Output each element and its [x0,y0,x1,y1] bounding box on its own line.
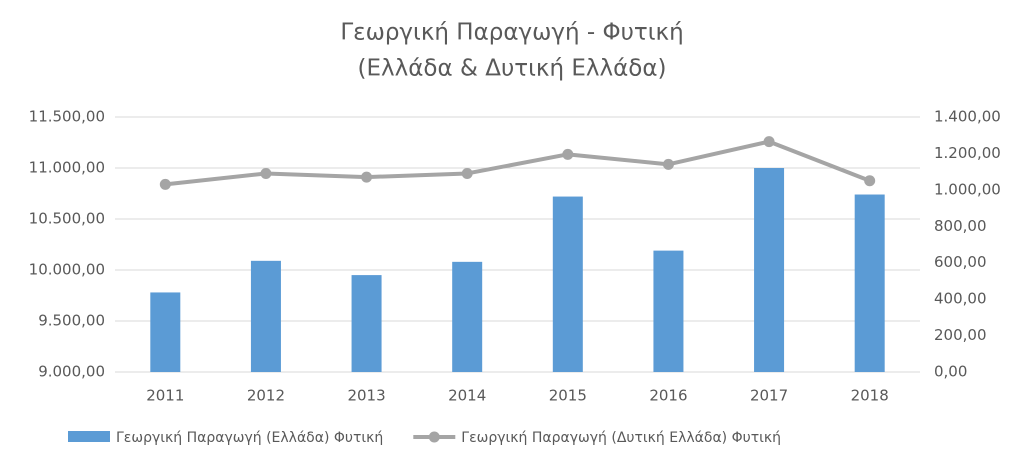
legend-swatch [428,431,440,443]
y-tick-label: 9.500,00 [38,312,105,330]
y2-tick-label: 600,00 [934,253,987,271]
legend-swatch [68,431,110,442]
y2-tick-label: 1.400,00 [934,108,1001,126]
bar [150,292,181,372]
bar [552,196,583,372]
bar [452,261,483,372]
x-tick-label: 2013 [347,387,385,405]
x-tick-label: 2016 [649,387,687,405]
line-marker [763,136,775,148]
chart-title: Γεωργική Παραγωγή - Φυτική [340,20,683,46]
bar [653,250,684,372]
x-tick-label: 2015 [549,387,587,405]
y2-tick-label: 800,00 [934,217,987,235]
x-tick-label: 2017 [750,387,788,405]
y2-tick-label: 0,00 [934,363,967,381]
bar [250,260,281,372]
y-tick-label: 10.500,00 [29,210,105,228]
line-marker [562,148,574,160]
y-tick-label: 11.500,00 [29,108,105,126]
legend-label: Γεωργική Παραγωγή (Ελλάδα) Φυτική [116,430,383,446]
line-marker [361,171,373,183]
line-marker [159,178,171,190]
bar [351,275,382,372]
line-marker [864,175,876,187]
y2-tick-label: 200,00 [934,326,987,344]
y2-tick-label: 1.000,00 [934,180,1001,198]
x-tick-label: 2018 [851,387,889,405]
bar [754,168,785,372]
y2-tick-label: 1.200,00 [934,144,1001,162]
line-marker [662,158,674,170]
y-tick-label: 10.000,00 [29,261,105,279]
y2-tick-label: 400,00 [934,290,987,308]
line-marker [461,167,473,179]
line-marker [260,167,272,179]
line [165,139,871,187]
y-tick-label: 9.000,00 [38,363,105,381]
x-tick-label: 2011 [146,387,184,405]
y-tick-label: 11.000,00 [29,159,105,177]
x-tick-label: 2012 [247,387,285,405]
legend-label: Γεωργική Παραγωγή (Δυτική Ελλάδα) Φυτική [461,430,781,446]
bar [854,194,885,372]
chart-subtitle: (Ελλάδα & Δυτική Ελλάδα) [358,56,667,82]
x-tick-label: 2014 [448,387,486,405]
